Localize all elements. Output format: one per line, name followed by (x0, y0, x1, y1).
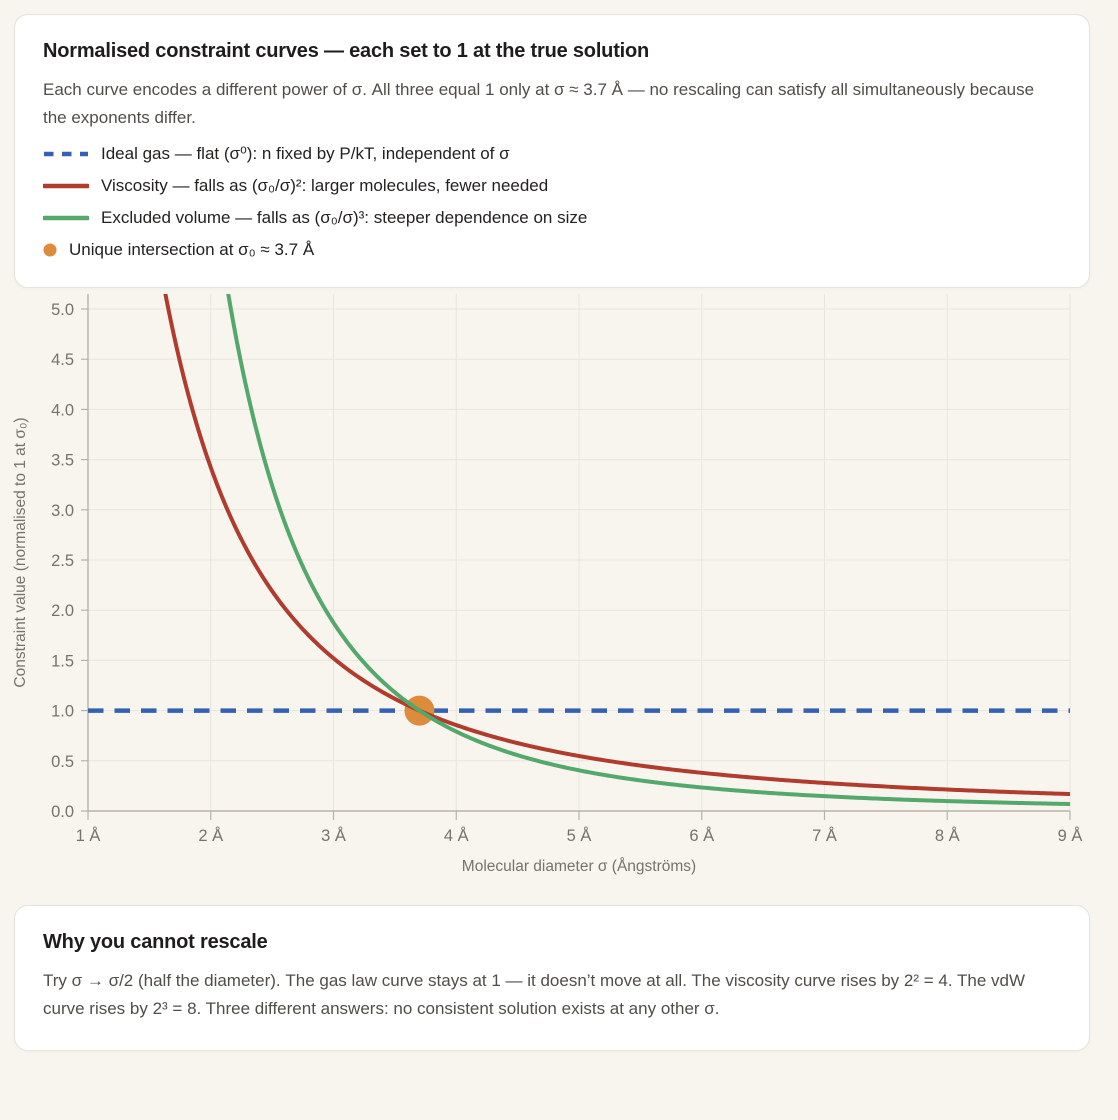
y-tick-label: 1.5 (51, 652, 74, 670)
chart-legend: Ideal gas — flat (σ⁰): n fixed by P/kT, … (43, 144, 1061, 260)
card-title: Normalised constraint curves — each set … (43, 40, 650, 62)
x-tick-label: 6 Å (689, 826, 714, 845)
y-tick-label: 1.0 (51, 703, 74, 721)
card-title: Why you cannot rescale (43, 931, 268, 953)
legend-item: Excluded volume — falls as (σ₀/σ)³: stee… (43, 208, 1061, 228)
x-axis-label: Molecular diameter σ (Ångströms) (462, 858, 696, 875)
y-tick-label: 2.0 (51, 602, 74, 620)
y-axis-label: Constraint value (normalised to 1 at σ₀) (12, 417, 29, 687)
legend-item: Ideal gas — flat (σ⁰): n fixed by P/kT, … (43, 144, 1061, 164)
constraint-chart: 1 Å 2 Å 3 Å 4 Å 5 Å 6 Å 7 Å 8 Å 9 Å 0.0 0.5 1.0 1.5 2… (0, 288, 1118, 896)
x-tick-label: 2 Å (198, 826, 223, 845)
legend-label: Excluded volume — falls as (σ₀/σ)³: stee… (101, 208, 588, 227)
y-tick-label: 3.5 (51, 452, 74, 470)
legend-line-swatch (43, 183, 89, 189)
excluded-volume-curve (226, 294, 1070, 807)
legend-label: Ideal gas — flat (σ⁰): n fixed by P/kT, … (101, 144, 510, 163)
legend-dot-swatch (43, 243, 57, 257)
chart-canvas: 1 Å 2 Å 3 Å 4 Å 5 Å 6 Å 7 Å 8 Å 9 Å 0.0 0.5 1.0 1.5 2… (12, 294, 1083, 875)
x-tick-label: 7 Å (812, 826, 837, 845)
card-description: Each curve encodes a different power of … (43, 80, 1035, 127)
x-tick-label: 3 Å (321, 826, 346, 845)
x-tick-label: 8 Å (935, 826, 960, 845)
plot-area (88, 294, 1070, 807)
x-tick-label: 5 Å (567, 826, 592, 845)
legend-label: Unique intersection at σ₀ ≈ 3.7 Å (69, 240, 315, 259)
card-description: Try σ → σ/2 (half the diameter). The gas… (43, 971, 1026, 1018)
x-tick-label: 9 Å (1058, 826, 1083, 845)
legend-item: Viscosity — falls as (σ₀/σ)²: larger mol… (43, 176, 1061, 196)
legend-item: Unique intersection at σ₀ ≈ 3.7 Å (43, 240, 1061, 260)
x-tick-label: 4 Å (444, 826, 469, 845)
y-tick-label: 0.5 (51, 753, 74, 771)
y-tick-label: 5.0 (51, 301, 74, 319)
rescale-card: Why you cannot rescale Try σ → σ/2 (half… (14, 905, 1090, 1051)
explanation-card: Normalised constraint curves — each set … (14, 14, 1090, 288)
legend-line-swatch (43, 215, 89, 221)
y-tick-label: 3.0 (51, 502, 74, 520)
y-tick-label: 0.0 (51, 803, 74, 821)
y-tick-label: 4.5 (51, 351, 74, 369)
viscosity-curve (163, 294, 1070, 797)
x-tick-label: 1 Å (76, 826, 101, 845)
y-tick-label: 2.5 (51, 552, 74, 570)
legend-label: Viscosity — falls as (σ₀/σ)²: larger mol… (101, 176, 549, 195)
legend-dashed-swatch (44, 151, 88, 157)
y-tick-label: 4.0 (51, 401, 74, 419)
